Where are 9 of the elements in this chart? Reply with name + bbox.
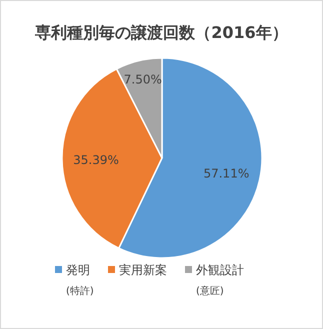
legend-label: 発明 <box>66 263 90 277</box>
chart-title: 専利種別毎の譲渡回数（2016年） <box>34 23 288 42</box>
data-label: 35.39% <box>73 152 119 167</box>
data-label: 57.11% <box>203 166 250 181</box>
data-label: 7.50% <box>124 72 162 86</box>
text: (特許) <box>66 285 94 297</box>
legend-label: 実用新案 <box>119 263 167 277</box>
legend-label: 外観設計 <box>196 263 244 277</box>
text: (意匠) <box>196 285 224 297</box>
